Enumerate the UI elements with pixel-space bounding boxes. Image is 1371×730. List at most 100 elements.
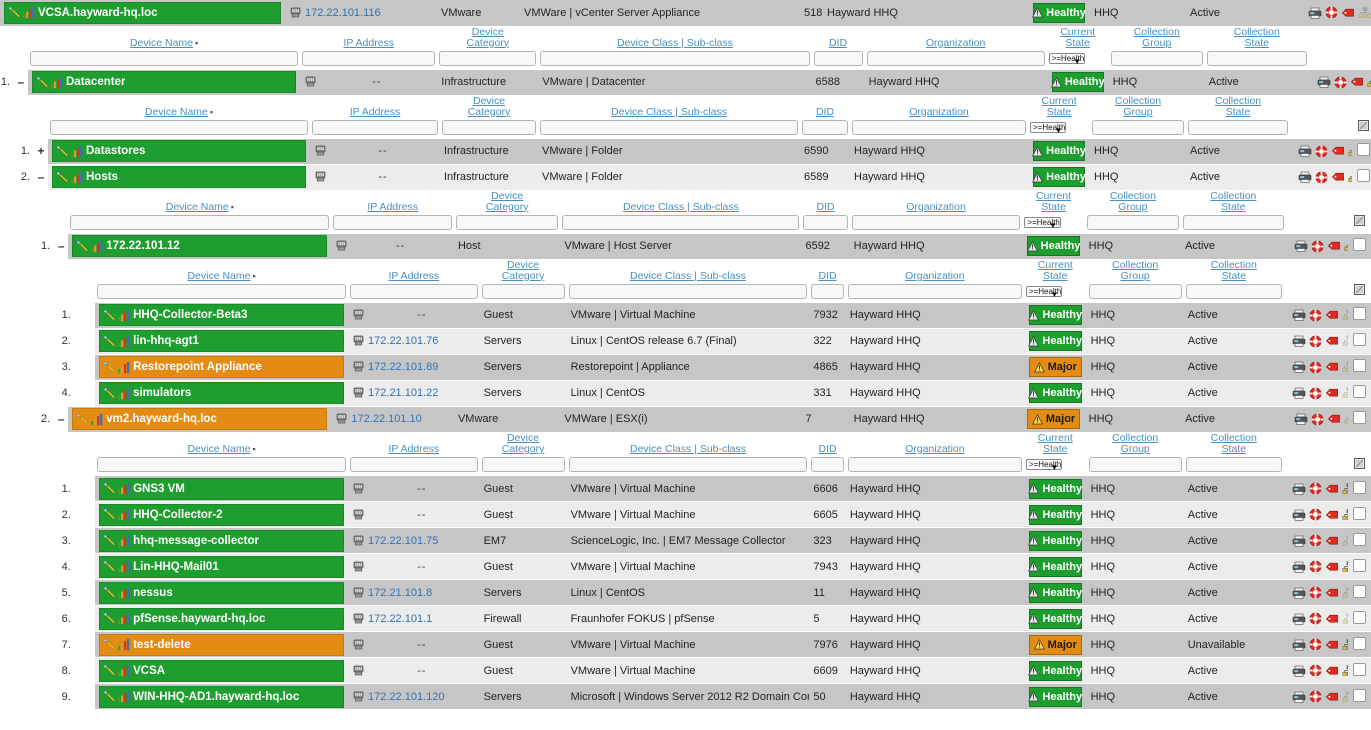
table-row[interactable]: 9. WIN-HHQ-AD1.hayward-hq.loc 172.22.101… <box>0 683 1371 710</box>
wrench-icon[interactable] <box>103 638 116 651</box>
lifering-icon[interactable] <box>1309 482 1322 495</box>
wrench-icon[interactable] <box>103 482 116 495</box>
current-state-header-link[interactable]: Current State <box>1060 25 1096 49</box>
bar-chart-icon[interactable] <box>117 612 130 625</box>
current-state-header-link[interactable]: Current State <box>1041 94 1077 118</box>
table-row[interactable]: 3. hhq-message-collector 172.22.101.75 E… <box>0 527 1371 554</box>
device-name-header-link[interactable]: Device Name <box>129 36 193 49</box>
did-header-link[interactable]: DID <box>829 36 848 49</box>
device-class-header-link[interactable]: Device Class | Sub-class <box>622 200 739 213</box>
filter-ip-input[interactable] <box>302 50 436 66</box>
device-name-cell[interactable]: GNS3 VM <box>95 475 349 502</box>
lifering-icon[interactable] <box>1309 638 1322 651</box>
device-name-bar[interactable]: nessus <box>99 581 345 604</box>
collection-state-header-link[interactable]: Collection State <box>1210 258 1257 282</box>
device-category-header-link[interactable]: Device Category <box>467 94 511 118</box>
tag-icon[interactable] <box>1325 361 1339 373</box>
filter-device-name-input[interactable] <box>30 50 299 66</box>
filter-category-input[interactable] <box>481 283 565 299</box>
lifering-icon[interactable] <box>1309 361 1322 374</box>
tag-icon[interactable] <box>1331 171 1345 183</box>
wrench-icon[interactable] <box>103 387 116 400</box>
filter-organization-input[interactable] <box>852 119 1026 135</box>
device-class-header-link[interactable]: Device Class | Sub-class <box>630 443 746 455</box>
select-all-checkbox[interactable] <box>1353 215 1365 226</box>
bar-chart-icon[interactable] <box>117 361 130 374</box>
lifering-icon[interactable] <box>1311 413 1324 426</box>
printer-icon[interactable] <box>1292 561 1306 573</box>
printer-icon[interactable] <box>1292 309 1306 321</box>
ip-address-link[interactable]: 172.22.101.10 <box>351 413 422 426</box>
table-row[interactable]: 2. – Hosts -- Infrastructure VMware | Fol… <box>0 164 1371 191</box>
printer-icon[interactable] <box>1292 639 1306 651</box>
ip-address-header-link[interactable]: IP Address <box>349 105 401 118</box>
lifering-icon[interactable] <box>1309 508 1322 521</box>
ip-address-link[interactable]: 172.21.101.8 <box>368 586 433 599</box>
collection-group-header-link[interactable]: Collection Group <box>1112 432 1159 455</box>
tag-icon[interactable] <box>1325 335 1339 347</box>
organization-header-link[interactable]: Organization <box>925 36 986 49</box>
current-state-header-link[interactable]: Current State <box>1037 258 1073 282</box>
ip-address-link[interactable]: 172.21.101.22 <box>368 387 439 399</box>
filter-current-state-select[interactable]: >=Health ▼ <box>1025 459 1063 472</box>
device-class-header-link[interactable]: Device Class | Sub-class <box>630 269 746 282</box>
table-row[interactable]: 1. GNS3 VM -- Guest VMware | Virtual Mac… <box>0 475 1371 502</box>
device-class-header-link[interactable]: Device Class | Sub-class <box>611 105 727 118</box>
wrench-icon[interactable] <box>103 309 116 322</box>
filter-collection-group-input[interactable] <box>1086 214 1180 230</box>
filter-ip-input[interactable] <box>350 457 478 472</box>
table-row[interactable]: 3. Restorepoint Appliance 172.22.101.89 … <box>0 354 1371 381</box>
tag-icon[interactable] <box>1327 413 1341 425</box>
filter-ip-input[interactable] <box>312 119 438 135</box>
ip-address-link[interactable]: 172.22.101.120 <box>368 690 445 703</box>
device-name-bar[interactable]: WIN-HHQ-AD1.hayward-hq.loc <box>99 685 345 708</box>
collection-group-header-link[interactable]: Collection Group <box>1109 189 1156 213</box>
device-name-header-link[interactable]: Device Name <box>187 443 251 455</box>
tag-icon[interactable] <box>1325 587 1339 599</box>
device-name-bar[interactable]: HHQ-Collector-Beta3 <box>99 304 345 326</box>
topology-icon[interactable] <box>1342 361 1348 373</box>
printer-icon[interactable] <box>1292 535 1306 547</box>
printer-icon[interactable] <box>1292 665 1306 677</box>
printer-icon[interactable] <box>1292 335 1306 347</box>
table-row[interactable]: 1. + Datastores -- Infrastructure VMware … <box>0 137 1371 165</box>
printer-icon[interactable] <box>1292 483 1306 495</box>
row-select-checkbox[interactable] <box>1352 610 1366 624</box>
lifering-icon[interactable] <box>1315 171 1328 184</box>
row-select-checkbox[interactable] <box>1352 532 1366 546</box>
wrench-icon[interactable] <box>36 76 49 89</box>
device-name-bar[interactable]: lin-hhq-agt1 <box>99 330 345 352</box>
device-class-header-link[interactable]: Device Class | Sub-class <box>616 36 733 49</box>
row-select-checkbox[interactable] <box>1352 636 1366 650</box>
collection-state-header-link[interactable]: Collection State <box>1214 94 1262 118</box>
row-expander[interactable]: – <box>14 68 28 96</box>
filter-organization-input[interactable] <box>851 214 1021 230</box>
table-row[interactable]: 7. test-delete -- Guest VMware | Virtual… <box>0 631 1371 658</box>
device-name-cell[interactable]: Datastores <box>48 137 310 165</box>
row-select-checkbox[interactable] <box>1357 169 1370 182</box>
device-name-header-link[interactable]: Device Name <box>165 200 229 213</box>
bar-chart-icon[interactable] <box>117 560 130 573</box>
device-name-cell[interactable]: HHQ-Collector-Beta3 <box>95 301 349 329</box>
bar-chart-icon[interactable] <box>70 171 83 184</box>
lifering-icon[interactable] <box>1325 6 1338 19</box>
filter-ip-input[interactable] <box>350 283 478 299</box>
row-expander[interactable]: – <box>54 406 69 433</box>
row-select-checkbox[interactable] <box>1352 688 1366 702</box>
filter-did-input[interactable] <box>803 214 848 230</box>
lifering-icon[interactable] <box>1309 612 1322 625</box>
printer-icon[interactable] <box>1292 691 1306 703</box>
device-name-cell[interactable]: Hosts <box>48 164 310 191</box>
bar-chart-icon[interactable] <box>117 534 130 547</box>
topology-icon[interactable] <box>1342 612 1348 625</box>
ip-address-header-link[interactable]: IP Address <box>388 269 440 282</box>
topology-icon[interactable] <box>1348 145 1352 157</box>
row-expander[interactable]: – <box>54 232 69 260</box>
device-name-bar[interactable]: VCSA.hayward-hq.loc <box>4 1 281 24</box>
collection-group-header-link[interactable]: Collection Group <box>1114 94 1162 118</box>
wrench-icon[interactable] <box>103 534 116 547</box>
topology-icon[interactable] <box>1342 560 1348 573</box>
filter-collection-group-input[interactable] <box>1110 50 1203 66</box>
device-name-cell[interactable]: Lin-HHQ-Mail01 <box>95 553 349 580</box>
topology-icon[interactable] <box>1358 7 1371 19</box>
